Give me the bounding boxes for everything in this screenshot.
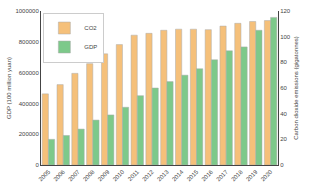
svg-text:20: 20	[280, 136, 287, 142]
svg-text:2005: 2005	[38, 168, 52, 182]
svg-text:60: 60	[280, 85, 287, 91]
svg-text:80: 80	[280, 59, 287, 65]
svg-text:100: 100	[280, 34, 291, 40]
svg-text:Carbon dioxide emissions (giga: Carbon dioxide emissions (gigatonnes)	[293, 36, 299, 140]
svg-text:2013: 2013	[156, 168, 170, 182]
svg-text:2007: 2007	[67, 168, 81, 182]
svg-text:2017: 2017	[215, 168, 229, 182]
svg-text:2018: 2018	[230, 168, 244, 182]
svg-text:2014: 2014	[171, 168, 185, 182]
svg-text:2019: 2019	[245, 168, 259, 182]
svg-text:120: 120	[280, 8, 291, 14]
svg-text:40: 40	[280, 111, 287, 117]
svg-text:GDP (100 million yuan): GDP (100 million yuan)	[6, 57, 12, 119]
svg-text:2011: 2011	[127, 168, 141, 182]
svg-text:2015: 2015	[186, 168, 200, 182]
svg-text:CO2: CO2	[84, 25, 97, 31]
svg-text:1000000: 1000000	[15, 8, 39, 14]
svg-text:800000: 800000	[19, 39, 40, 45]
svg-text:400000: 400000	[19, 101, 40, 107]
svg-text:2009: 2009	[97, 168, 111, 182]
svg-text:0: 0	[35, 162, 39, 168]
svg-text:2012: 2012	[141, 168, 155, 182]
svg-text:2016: 2016	[200, 168, 214, 182]
svg-text:600000: 600000	[19, 70, 40, 76]
svg-text:0: 0	[280, 162, 284, 168]
svg-text:200000: 200000	[19, 131, 40, 137]
svg-text:2006: 2006	[52, 168, 66, 182]
svg-text:2008: 2008	[82, 168, 96, 182]
svg-text:2020: 2020	[260, 168, 274, 182]
svg-text:2010: 2010	[112, 168, 126, 182]
svg-text:GDP: GDP	[84, 44, 97, 50]
